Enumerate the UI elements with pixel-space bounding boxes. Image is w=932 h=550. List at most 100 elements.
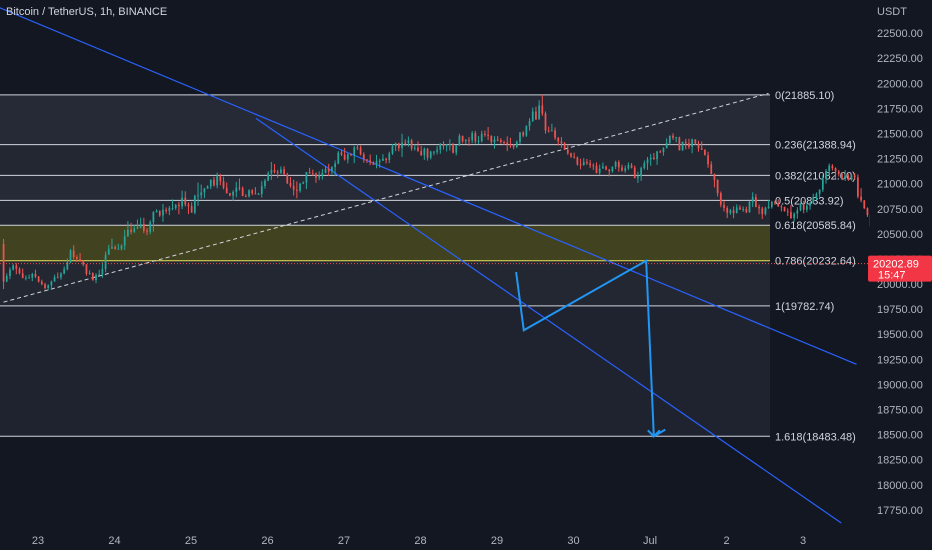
candle-body (168, 208, 171, 211)
candle-body (812, 197, 815, 204)
candle-body (732, 210, 735, 214)
candle-body (697, 143, 700, 149)
candle-body (394, 143, 397, 147)
candle-body (480, 133, 483, 141)
candle-body (570, 153, 572, 157)
time-tick-label: 27 (338, 535, 350, 547)
fib-level-label: 0(21885.10) (775, 90, 834, 102)
candle-body (350, 154, 352, 156)
candle-body (299, 183, 301, 191)
candle-body (557, 137, 560, 142)
candle-body (372, 162, 375, 165)
dashed-trend-line[interactable] (3, 92, 769, 303)
candle-body (866, 208, 869, 216)
candle-body (614, 162, 617, 167)
candle-body (748, 201, 751, 213)
candle-body (433, 151, 435, 153)
time-tick-label: 3 (800, 535, 806, 547)
candle-body (531, 111, 534, 122)
candle-body (136, 227, 139, 229)
candle-body (837, 171, 840, 174)
candle-body (238, 187, 241, 189)
fib-zone (0, 225, 770, 261)
candle-body (799, 204, 802, 211)
candle-body (276, 171, 279, 173)
candle-body (452, 143, 454, 153)
candle-body (633, 167, 636, 178)
candle-body (767, 206, 770, 208)
fib-level-label: 0.5(20833.92) (775, 195, 844, 207)
candle-body (828, 165, 831, 172)
candle-body (834, 168, 837, 172)
candle-body (401, 142, 403, 149)
candle-body (713, 174, 716, 180)
candle-body (146, 230, 148, 232)
candle-body (197, 195, 199, 197)
candle-body (716, 179, 719, 194)
candle-body (503, 142, 505, 144)
candle-body (751, 197, 754, 202)
candle-body (704, 149, 706, 156)
candle-body (598, 168, 601, 173)
projection-path[interactable] (515, 259, 666, 439)
time-tick-label: Jul (643, 535, 657, 547)
candle-body (79, 258, 81, 262)
candle-body (200, 192, 203, 196)
time-tick-label: 30 (567, 535, 579, 547)
candle-body (76, 257, 78, 259)
candle-body (611, 166, 614, 172)
candle-body (684, 141, 687, 144)
candle-body (825, 171, 827, 179)
candle-body (796, 210, 799, 214)
candle-body (515, 141, 518, 148)
candle-body (165, 209, 168, 211)
price-tick-label: 21750.00 (877, 103, 923, 115)
candle-body (264, 180, 266, 187)
candle-body (117, 248, 120, 250)
candle-body (321, 172, 324, 176)
candle-body (770, 201, 773, 207)
candle-body (436, 149, 438, 152)
candle-body (547, 130, 550, 132)
price-tick-label: 22000.00 (877, 78, 923, 90)
candle-body (366, 159, 368, 161)
candle-body (847, 175, 850, 180)
candle-body (162, 209, 164, 216)
candle-body (47, 285, 50, 288)
candle-body (710, 164, 713, 175)
candle-body (423, 148, 426, 156)
candle-body (37, 276, 40, 282)
time-axis[interactable]: 23 24 25 26 27 28 29 30 Jul 2 3 (0, 528, 932, 550)
candle-body (302, 182, 305, 184)
candle-body (34, 274, 37, 277)
trend-lines[interactable] (0, 3, 857, 524)
candle-body (576, 157, 579, 165)
price-tick-label: 19500.00 (877, 329, 923, 341)
candle-body (439, 144, 442, 150)
candle-body (477, 140, 480, 142)
projection-polyline[interactable] (515, 259, 666, 439)
candle-body (786, 211, 789, 213)
candle-body (535, 111, 537, 120)
candle-body (700, 148, 703, 150)
candle-body (544, 113, 547, 131)
candle-body (493, 139, 496, 143)
candle-body (44, 284, 46, 288)
fib-level-label: 0.236(21388.94) (775, 140, 856, 152)
candle-body (860, 196, 862, 201)
candle-body (219, 176, 222, 182)
candle-body (413, 147, 416, 149)
candle-body (31, 274, 34, 278)
candle-body (273, 170, 276, 172)
candle-body (458, 135, 461, 146)
candle-body (104, 254, 107, 270)
candle-body (464, 139, 467, 142)
candle-body (802, 204, 805, 210)
trend-line[interactable] (0, 3, 857, 365)
candle-body (270, 170, 273, 174)
candle-body (72, 250, 75, 258)
candle-body (624, 168, 627, 171)
trend-line[interactable] (255, 117, 842, 524)
candle-body (404, 142, 407, 144)
